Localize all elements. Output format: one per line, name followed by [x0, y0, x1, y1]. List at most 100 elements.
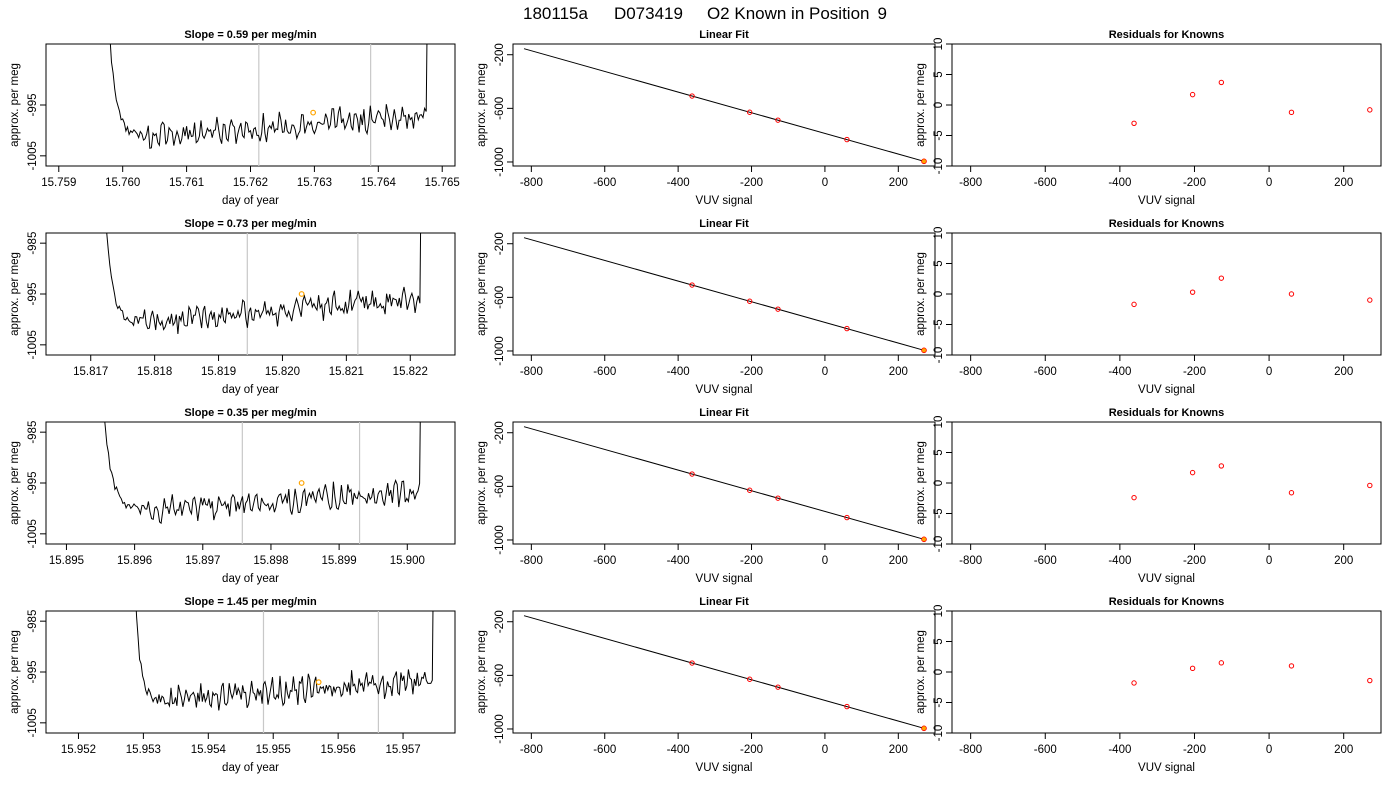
- panel-fit-4: Linear Fit -800 -600 -400 -200 0 200 VUV signal…: [476, 596, 936, 774]
- x-tick-label: 15.760: [105, 177, 140, 189]
- y-tick-label: -985: [27, 232, 39, 255]
- title-tank: D073419: [614, 4, 683, 23]
- x-tick-label: 0: [1266, 555, 1272, 567]
- y-tick-label: -10: [933, 536, 945, 553]
- y-tick-label: 5: [933, 260, 945, 266]
- residual-point: [1288, 109, 1295, 116]
- x-axis-label: VUV signal: [696, 573, 753, 585]
- x-tick-label: 15.761: [169, 177, 204, 189]
- y-tick-label: -985: [27, 610, 39, 633]
- x-tick-label: -800: [959, 177, 982, 189]
- y-axis-label: approx. per meg: [9, 630, 21, 714]
- x-tick-label: -600: [1034, 744, 1057, 756]
- x-tick-label: 15.817: [73, 366, 108, 378]
- plot-frame: [951, 43, 1382, 167]
- x-tick-label: 15.765: [425, 177, 460, 189]
- y-axis-label: approx. per meg: [9, 63, 21, 147]
- x-axis-label: day of year: [222, 384, 279, 396]
- x-axis-label: VUV signal: [696, 384, 753, 396]
- x-axis-label: VUV signal: [1138, 384, 1195, 396]
- x-tick-label: -600: [593, 366, 616, 378]
- plot-area: [523, 237, 927, 354]
- fit-point: [844, 136, 850, 143]
- residual-point: [1367, 107, 1373, 113]
- x-tick-label: 200: [1334, 744, 1353, 756]
- residual-point: [1288, 490, 1295, 496]
- highlight-point: [298, 480, 305, 486]
- fit-point: [775, 306, 781, 312]
- plot-area: [1131, 463, 1373, 501]
- x-tick-label: 0: [822, 555, 828, 567]
- y-tick-label: -1005: [27, 519, 39, 548]
- panel-resid-1: Residuals for Knowns -800 -600 -400 -200 0 200…: [915, 29, 1382, 207]
- residual-point: [1131, 301, 1137, 308]
- y-tick-label: 5: [933, 449, 945, 455]
- x-tick-label: 15.822: [393, 366, 428, 378]
- residual-point: [1131, 120, 1137, 127]
- x-tick-label: -200: [1183, 177, 1206, 189]
- x-axis: -800 -600 -400 -200 0 200 VUV signal: [959, 355, 1353, 396]
- x-tick-label: 15.762: [233, 177, 268, 189]
- panel-resid-2: Residuals for Knowns -800 -600 -400 -200 0 200…: [915, 218, 1382, 396]
- y-tick-label: -995: [27, 282, 39, 305]
- fit-point: [746, 298, 753, 304]
- y-tick-label: -200: [494, 232, 506, 255]
- highlight-point: [921, 536, 927, 543]
- y-tick-label: -5: [933, 319, 945, 329]
- x-tick-label: 15.820: [265, 366, 300, 378]
- panel-fit-3: Linear Fit -800 -600 -400 -200 0 200 VUV signal…: [476, 407, 936, 585]
- y-axis: -200 -600 -1000 approx. per meg: [476, 232, 513, 366]
- panel-title: Linear Fit: [699, 218, 749, 230]
- residual-point: [1367, 482, 1373, 489]
- x-tick-label: -400: [667, 366, 690, 378]
- highlight-point: [315, 679, 322, 686]
- fit-point: [775, 117, 781, 123]
- panel-title: Linear Fit: [699, 29, 749, 41]
- y-tick-label: 0: [933, 669, 945, 675]
- y-tick-label: -5: [933, 697, 945, 707]
- plot-area: [104, 422, 421, 544]
- fit-point: [746, 487, 753, 493]
- x-axis: -800 -600 -400 -200 0 200 VUV signal: [959, 166, 1353, 207]
- x-tick-label: 0: [1266, 366, 1272, 378]
- fit-point: [844, 325, 850, 332]
- x-tick-label: 0: [1266, 177, 1272, 189]
- title-position: 9: [878, 4, 887, 23]
- y-axis-label: approx. per meg: [476, 630, 488, 714]
- x-tick-label: 200: [889, 744, 908, 756]
- panel-title: Slope = 1.45 per meg/min: [184, 596, 317, 608]
- y-tick-label: 5: [933, 638, 945, 644]
- y-tick-label: -600: [494, 97, 506, 120]
- fit-line: [523, 615, 925, 729]
- x-tick-label: 200: [1334, 366, 1353, 378]
- fit-point: [689, 660, 695, 666]
- y-tick-label: 10: [933, 227, 945, 240]
- x-axis: 15.759 15.760 15.761 15.762 15.763 15.764 15.7…: [41, 166, 460, 207]
- x-tick-label: -600: [1034, 177, 1057, 189]
- x-tick-label: 15.763: [297, 177, 332, 189]
- highlight-point: [298, 291, 305, 297]
- y-tick-label: -600: [494, 664, 506, 687]
- x-tick-label: 200: [1334, 177, 1353, 189]
- x-tick-label: 15.896: [117, 555, 152, 567]
- fit-point: [689, 471, 695, 477]
- y-tick-label: -200: [494, 610, 506, 633]
- x-axis: -800 -600 -400 -200 0 200 VUV signal: [520, 355, 908, 396]
- fit-point: [746, 109, 753, 115]
- x-tick-label: -600: [1034, 555, 1057, 567]
- y-axis: -985 -995 -1005 approx. per meg: [9, 610, 46, 738]
- residual-point: [1131, 680, 1137, 686]
- y-tick-label: 10: [933, 416, 945, 429]
- x-tick-label: 0: [822, 177, 828, 189]
- x-tick-label: 15.821: [329, 366, 364, 378]
- x-tick-label: 15.952: [61, 744, 96, 756]
- residual-point: [1189, 91, 1196, 98]
- residual-point: [1189, 665, 1196, 672]
- y-tick-label: -985: [27, 421, 39, 444]
- y-tick-label: 10: [933, 605, 945, 618]
- x-tick-label: -200: [1183, 555, 1206, 567]
- y-tick-label: 5: [933, 71, 945, 77]
- y-tick-label: -995: [27, 471, 39, 494]
